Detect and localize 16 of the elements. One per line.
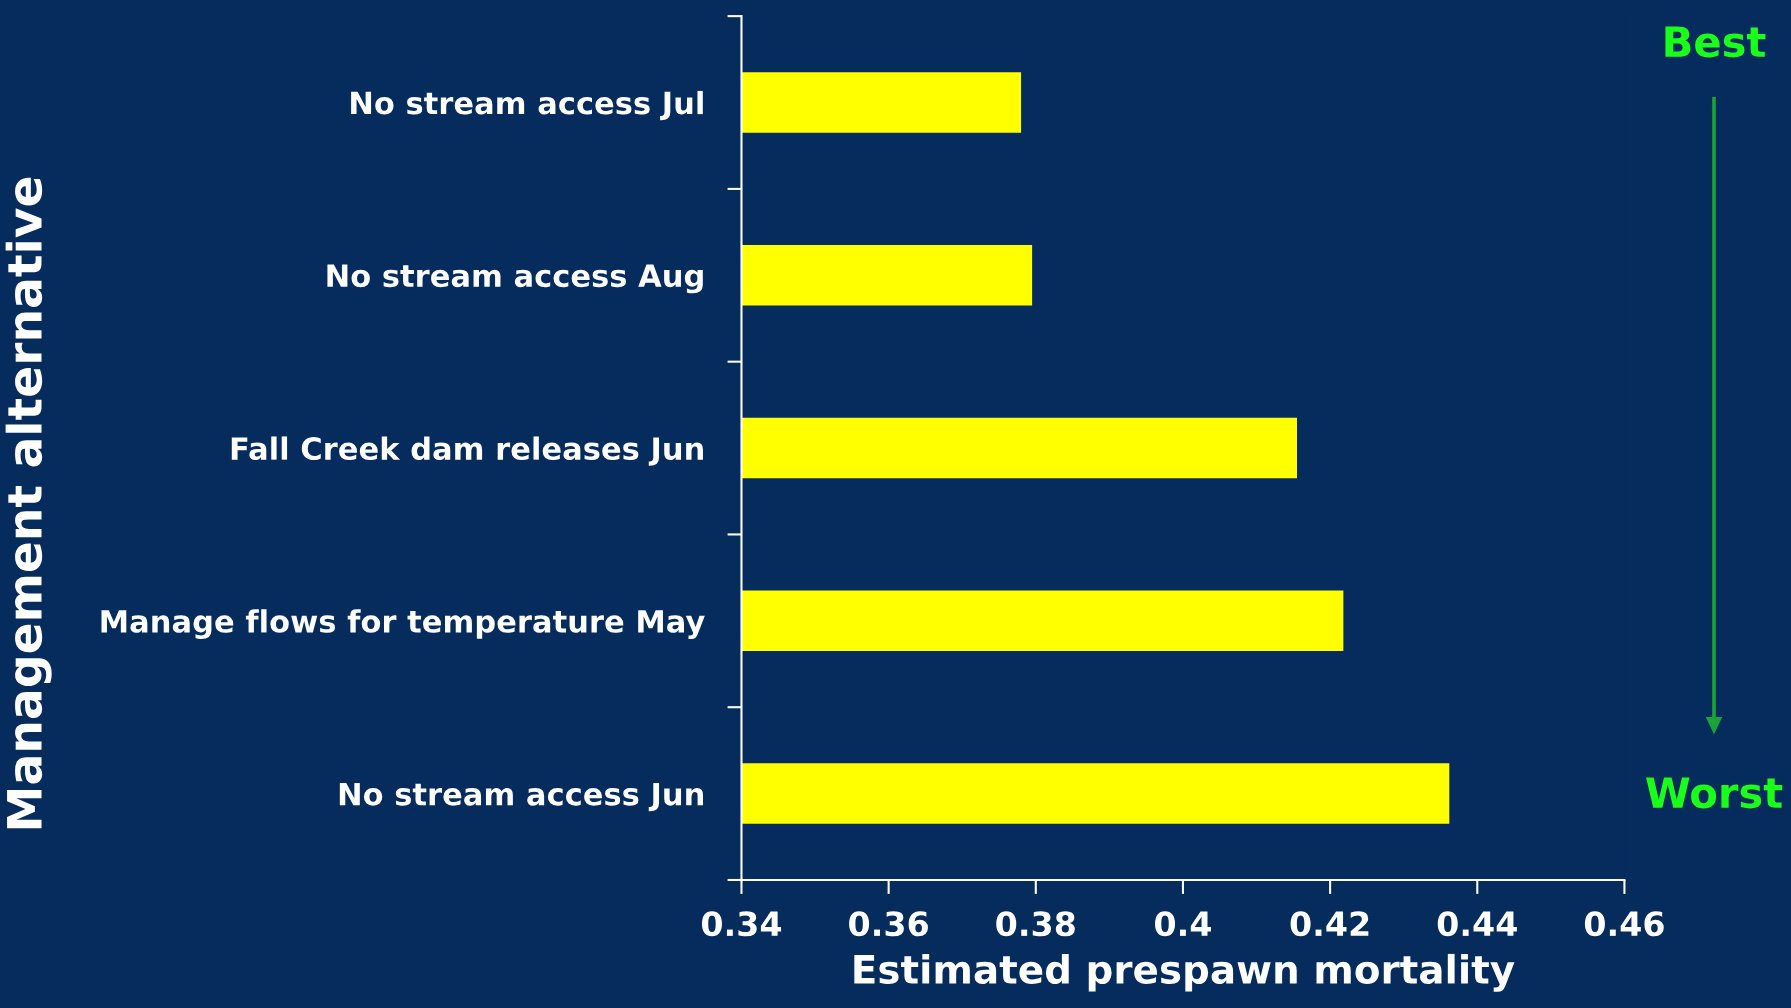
x-tick-label: 0.44 — [1437, 911, 1517, 937]
y-tick-label: Fall Creek dam releases Jun — [231, 436, 703, 466]
x-tick-label: 0.38 — [996, 911, 1075, 937]
x-axis-title: Estimated prespawn mortality — [854, 953, 1515, 992]
y-axis-title: Management alternative — [5, 177, 52, 829]
x-tick-label: 0.36 — [849, 911, 928, 937]
x-tick-label: 0.34 — [701, 911, 782, 937]
text: Worst — [1646, 777, 1783, 809]
y-tick-label: No stream access Jul — [351, 90, 703, 121]
x-tick-label: 0.42 — [1290, 911, 1369, 937]
x-tick-label: 0.46 — [1584, 911, 1664, 937]
text: Best — [1665, 26, 1766, 58]
x-tick-label: 0.4 — [1155, 911, 1211, 937]
y-tick-label: No stream access Aug — [327, 264, 703, 294]
y-tick-label: No stream access Jun — [339, 782, 703, 812]
y-tick-label: Manage flows for temperature May — [101, 609, 705, 640]
